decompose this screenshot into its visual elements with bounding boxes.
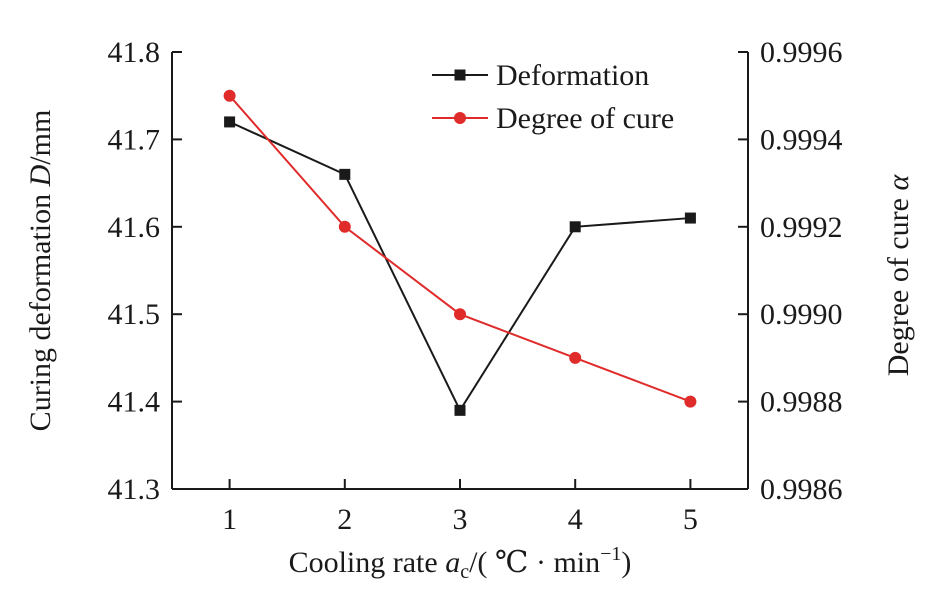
deformation-point (339, 168, 351, 180)
degree-of-cure-point (454, 308, 466, 321)
degree-of-cure-point (684, 395, 697, 408)
right-y-axis-title: Degree of cure α (882, 174, 915, 377)
right-y-tick-label: 0.9986 (760, 473, 843, 506)
degree-of-cure-series-line (228, 95, 691, 403)
degree-of-cure-point (223, 89, 236, 102)
deformation-point (684, 212, 696, 224)
left-y-axis-title: Curing deformation D/mm (24, 110, 57, 432)
left-y-tick-label: 41.8 (108, 36, 161, 69)
legend-degree-of-cure-marker (454, 112, 466, 124)
right-y-tick-label: 0.9988 (760, 386, 843, 419)
deformation-point (454, 404, 466, 416)
x-tick-label: 4 (568, 503, 583, 536)
legend-deformation-label: Deformation (496, 59, 649, 92)
x-axis-title: Cooling rate ac/( ℃ · min−1) (289, 543, 632, 583)
right-y-tick-label: 0.9992 (760, 211, 843, 244)
left-y-tick-label: 41.4 (108, 386, 161, 419)
degree-of-cure-point (338, 220, 351, 233)
series-layer (223, 89, 697, 416)
deformation-series-line (229, 121, 691, 413)
left-y-tick-label: 41.7 (108, 123, 161, 156)
right-y-tick-label: 0.9994 (760, 123, 843, 156)
left-y-tick-label: 41.3 (108, 473, 161, 506)
right-y-tick-label: 0.9990 (760, 298, 843, 331)
x-tick-label: 1 (222, 503, 237, 536)
axes: 1 2 3 4 5 41.3 41.4 41.5 41.6 41.7 41.8 0.9986 0.998… (108, 36, 843, 536)
legend-degree-of-cure-label: Degree of cure (496, 102, 674, 135)
x-tick-label: 2 (337, 503, 352, 536)
axis-titles: Cooling rate ac/( ℃ · min−1) Curing defor… (24, 110, 915, 583)
deformation-point (569, 221, 581, 233)
left-y-tick-label: 41.6 (108, 211, 161, 244)
legend: Deformation Degree of cure (432, 59, 674, 135)
right-y-tick-label: 0.9996 (760, 36, 843, 69)
legend-deformation-marker (454, 69, 466, 81)
x-tick-label: 3 (453, 503, 468, 536)
left-y-tick-label: 41.5 (108, 298, 161, 331)
x-tick-label: 5 (683, 503, 698, 536)
degree-of-cure-point (569, 351, 582, 364)
deformation-point (224, 116, 236, 128)
